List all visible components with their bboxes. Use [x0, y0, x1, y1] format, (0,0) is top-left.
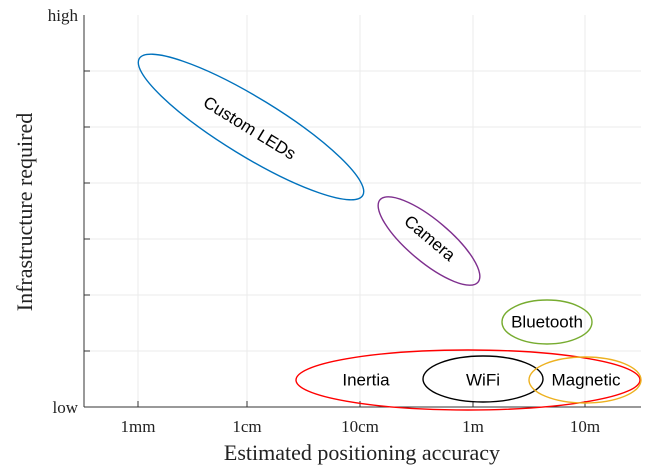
region-label: WiFi [466, 370, 500, 389]
region-label: Custom LEDs [200, 93, 299, 164]
x-tick-label: 1mm [121, 417, 156, 436]
x-tick-label: 1m [462, 417, 484, 436]
x-ticks: 1mm 1cm 10cm 1m 10m [121, 401, 600, 436]
region-ellipse [295, 349, 641, 411]
region-label: Inertia [342, 370, 390, 389]
region-label: Bluetooth [511, 312, 583, 331]
region-ellipse [528, 356, 642, 404]
x-tick-label: 1cm [232, 417, 261, 436]
region-label: Camera [400, 212, 459, 266]
region-ellipse [501, 299, 593, 345]
y-tick-label: low [53, 398, 79, 417]
region-label: Magnetic [552, 370, 621, 389]
x-tick-label: 10m [570, 417, 600, 436]
y-tick-label: high [48, 6, 79, 25]
region-ellipse [137, 53, 365, 201]
x-axis-label: Estimated positioning accuracy [224, 440, 500, 465]
region-ellipse [377, 196, 481, 286]
x-tick-label: 10cm [341, 417, 379, 436]
grid [84, 15, 641, 407]
region-ellipse [422, 355, 544, 403]
y-axis-label: Infrastructure required [12, 113, 37, 312]
